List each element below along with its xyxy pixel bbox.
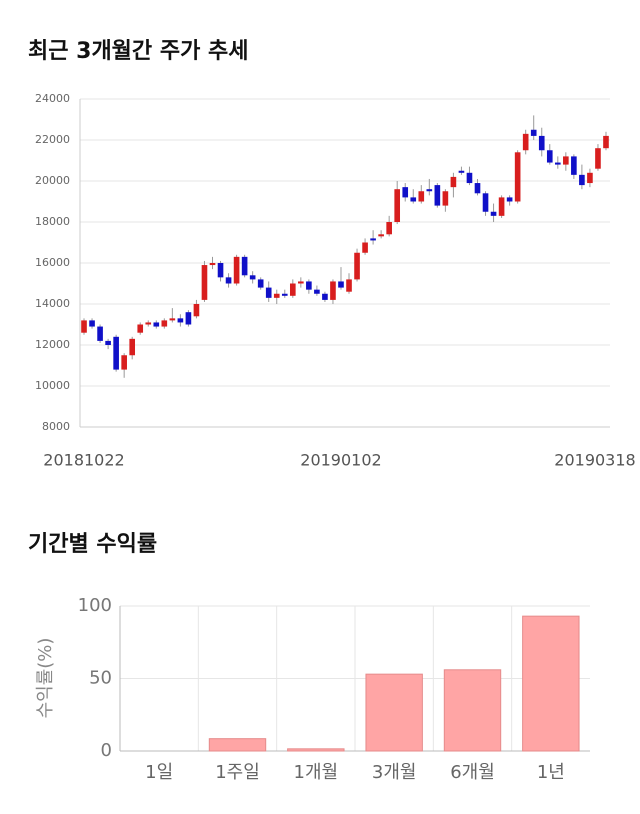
candle-body — [298, 281, 304, 284]
x-tick-label: 1개월 — [294, 762, 339, 783]
candle-body — [538, 135, 545, 151]
candle-body — [402, 187, 409, 198]
candle-body — [498, 197, 505, 216]
y-axis-label: 수익률(%) — [35, 638, 56, 719]
candle-body — [490, 211, 497, 216]
chart-title: 기간별 수익률 — [28, 532, 157, 557]
y-tick-label: 18000 — [35, 215, 70, 228]
candle-body — [546, 150, 553, 163]
candle-body — [121, 355, 127, 370]
y-tick-label: 20000 — [35, 174, 70, 187]
y-tick-label: 12000 — [35, 338, 70, 351]
x-tick-label: 6개월 — [450, 762, 495, 783]
candle-body — [354, 252, 360, 280]
y-tick-label: 14000 — [35, 297, 70, 310]
candle-body — [105, 340, 111, 345]
candle-body — [89, 320, 95, 327]
candle-body — [370, 238, 376, 241]
candle-body — [563, 156, 569, 165]
y-tick-label: 24000 — [35, 92, 70, 105]
candle-body — [442, 191, 449, 206]
candle-body — [281, 293, 288, 296]
x-tick-label: 20181022 — [43, 451, 124, 470]
candle-body — [241, 256, 248, 276]
candle-body — [257, 279, 264, 288]
candle-body — [410, 197, 417, 202]
candle-body — [595, 148, 601, 169]
x-tick-label: 20190318 — [554, 451, 635, 470]
candle-body — [338, 281, 344, 288]
candle-body — [201, 265, 208, 300]
candle-body — [330, 281, 336, 300]
candle-body — [386, 222, 392, 235]
candle-body — [426, 189, 433, 192]
candle-body — [289, 283, 296, 296]
candle-body — [322, 293, 328, 300]
x-tick-label: 3개월 — [372, 762, 417, 783]
candle-body — [161, 320, 168, 327]
candle-body — [378, 234, 384, 237]
candle-body — [450, 176, 457, 188]
candle-body — [273, 293, 280, 298]
candle-body — [587, 172, 593, 184]
y-tick-label: 10000 — [35, 379, 70, 392]
bar — [443, 669, 502, 752]
candle-body — [233, 256, 240, 284]
candle-body — [209, 263, 216, 266]
x-tick-label: 1주일 — [215, 762, 260, 783]
candle-body — [217, 263, 224, 278]
y-tick-label: 22000 — [35, 133, 70, 146]
x-tick-label: 20190102 — [300, 451, 381, 470]
candle-body — [169, 318, 176, 321]
candle-body — [129, 338, 136, 356]
x-tick-label: 1일 — [145, 762, 173, 783]
candle-body — [153, 322, 160, 327]
candle-body — [193, 304, 200, 317]
y-tick-label: 100 — [78, 595, 112, 616]
y-tick-label: 0 — [101, 740, 112, 761]
candle-body — [506, 197, 513, 202]
candle-body — [177, 318, 184, 323]
candle-body — [418, 191, 425, 202]
candle-body — [97, 326, 103, 341]
candle-body — [314, 289, 320, 294]
candle-body — [145, 322, 152, 325]
candle-body — [185, 312, 192, 325]
candle-body — [466, 172, 473, 184]
candle-body — [579, 174, 585, 186]
candle-body — [137, 324, 144, 333]
candle-body — [482, 193, 489, 212]
candle-body — [346, 279, 352, 292]
y-tick-label: 8000 — [42, 420, 70, 433]
candle-body — [474, 183, 481, 194]
chart-title: 최근 3개월간 주가 추세 — [28, 39, 248, 64]
bar — [365, 673, 423, 752]
y-tick-label: 16000 — [35, 256, 70, 269]
bar — [208, 738, 267, 752]
candle-body — [514, 152, 521, 202]
candle-body — [113, 336, 119, 370]
candle-body — [265, 287, 272, 298]
candle-body — [434, 185, 441, 206]
candle-body — [362, 242, 368, 253]
candle-body — [522, 133, 529, 151]
x-tick-label: 1년 — [537, 762, 565, 783]
candle-body — [249, 275, 256, 280]
bar — [522, 615, 580, 752]
candle-body — [394, 189, 401, 222]
bar — [287, 748, 345, 752]
candle-body — [306, 281, 312, 290]
candle-body — [603, 135, 609, 149]
candle-body — [554, 162, 561, 165]
y-tick-label: 50 — [89, 668, 112, 689]
candle-body — [81, 320, 87, 333]
candle-body — [571, 156, 577, 175]
candle-body — [458, 170, 465, 173]
candle-body — [530, 129, 537, 136]
candle-body — [225, 277, 232, 284]
